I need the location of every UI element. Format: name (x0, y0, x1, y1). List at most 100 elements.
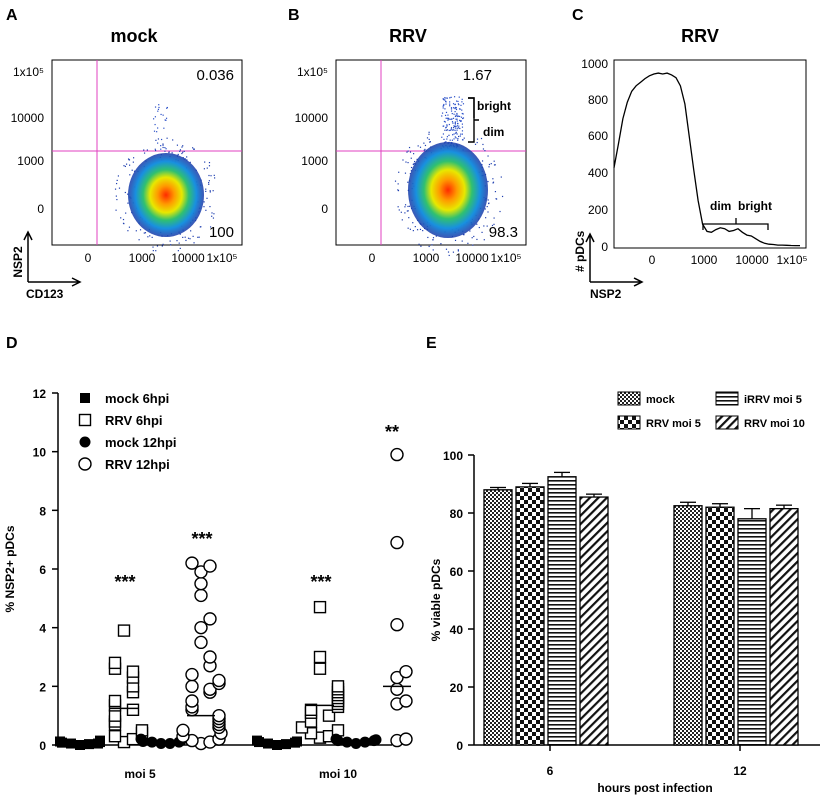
event-dot (407, 150, 409, 152)
event-dot (476, 238, 478, 241)
panel-letter-d: D (6, 335, 18, 352)
event-dot (454, 121, 456, 123)
event-dot (146, 149, 148, 151)
event-dot (128, 164, 131, 166)
panel-a-xtick: 1000 (129, 251, 156, 265)
event-dot (213, 174, 215, 176)
event-dot (181, 146, 183, 148)
panel-a-density (128, 153, 204, 237)
event-dot (484, 150, 486, 152)
event-dot (471, 237, 473, 239)
event-dot (152, 250, 154, 252)
data-point (203, 650, 217, 664)
event-dot (474, 143, 477, 145)
panel-b: B RRV bright dim 1x10⁵ 10000 1000 0 0 10… (288, 7, 527, 265)
panel-a-lower-value: 100 (209, 224, 234, 241)
event-dot (443, 125, 445, 127)
event-dot (209, 190, 211, 192)
y-tick-label: 2 (39, 680, 46, 694)
event-dot (460, 104, 462, 106)
event-dot (205, 209, 207, 211)
event-dot (409, 173, 411, 175)
data-point (95, 735, 105, 746)
event-dot (450, 118, 453, 120)
event-dot (408, 205, 411, 207)
event-dot (133, 170, 136, 172)
panel-a-xtick: 1x10⁵ (207, 251, 238, 265)
event-dot (179, 149, 182, 151)
event-dot (461, 130, 464, 132)
event-dot (405, 161, 407, 163)
legend-swatch (617, 391, 641, 406)
event-dot (469, 230, 471, 232)
event-dot (453, 96, 456, 98)
panel-c-ytick: 200 (588, 203, 608, 217)
event-dot (397, 189, 399, 191)
event-dot (182, 151, 184, 153)
legend-swatch (617, 415, 641, 430)
event-dot (450, 110, 453, 112)
event-dot (457, 122, 459, 125)
event-dot (155, 250, 157, 252)
event-dot (444, 129, 446, 131)
event-dot (406, 151, 408, 153)
event-dot (446, 129, 449, 131)
event-dot (493, 164, 496, 166)
event-dot (445, 97, 447, 99)
event-dot (420, 245, 422, 247)
event-dot (446, 138, 448, 140)
event-dot (412, 230, 414, 232)
event-dot (429, 141, 431, 143)
panel-c-gate-dim: dim (710, 199, 731, 213)
event-dot (408, 146, 411, 149)
event-dot (206, 167, 208, 169)
panel-b-xtick: 1000 (413, 251, 440, 265)
data-point (272, 740, 282, 750)
legend-swatch (715, 391, 739, 406)
event-dot (450, 96, 452, 98)
event-dot (454, 125, 456, 128)
event-dot (445, 117, 447, 119)
data-point (322, 709, 336, 722)
event-dot (446, 97, 448, 99)
data-point (108, 730, 122, 743)
event-dot (445, 111, 448, 114)
panel-c-xtick: 1x10⁵ (777, 253, 808, 267)
event-dot (209, 205, 211, 208)
event-dot (412, 163, 414, 165)
legend-label: mock 12hpi (105, 435, 177, 450)
event-dot (124, 191, 126, 194)
y-tick-label: 100 (443, 449, 463, 463)
event-dot (452, 251, 455, 253)
event-dot (197, 236, 199, 238)
panel-b-xtick: 10000 (455, 251, 489, 265)
event-dot (416, 158, 418, 161)
event-dot (162, 146, 164, 149)
event-dot (409, 228, 411, 230)
event-dot (160, 138, 163, 141)
event-dot (160, 113, 162, 116)
event-dot (442, 98, 444, 100)
event-dot (460, 120, 462, 122)
event-dot (428, 133, 430, 135)
event-dot (454, 122, 456, 124)
y-tick-label: 10 (33, 446, 47, 460)
event-dot (487, 180, 489, 183)
event-dot (440, 243, 442, 245)
panel-c-title: RRV (681, 26, 719, 46)
event-dot (455, 131, 457, 133)
event-dot (456, 100, 458, 102)
event-dot (423, 142, 425, 144)
event-dot (432, 249, 434, 251)
data-point (108, 694, 122, 708)
event-dot (458, 96, 460, 98)
event-dot (457, 100, 459, 103)
event-dot (493, 217, 495, 219)
event-dot (212, 190, 214, 192)
event-dot (446, 117, 448, 119)
panel-a-frame (51, 59, 243, 246)
event-dot (410, 157, 412, 159)
event-dot (412, 222, 414, 224)
event-dot (414, 226, 416, 228)
bar (547, 476, 577, 746)
